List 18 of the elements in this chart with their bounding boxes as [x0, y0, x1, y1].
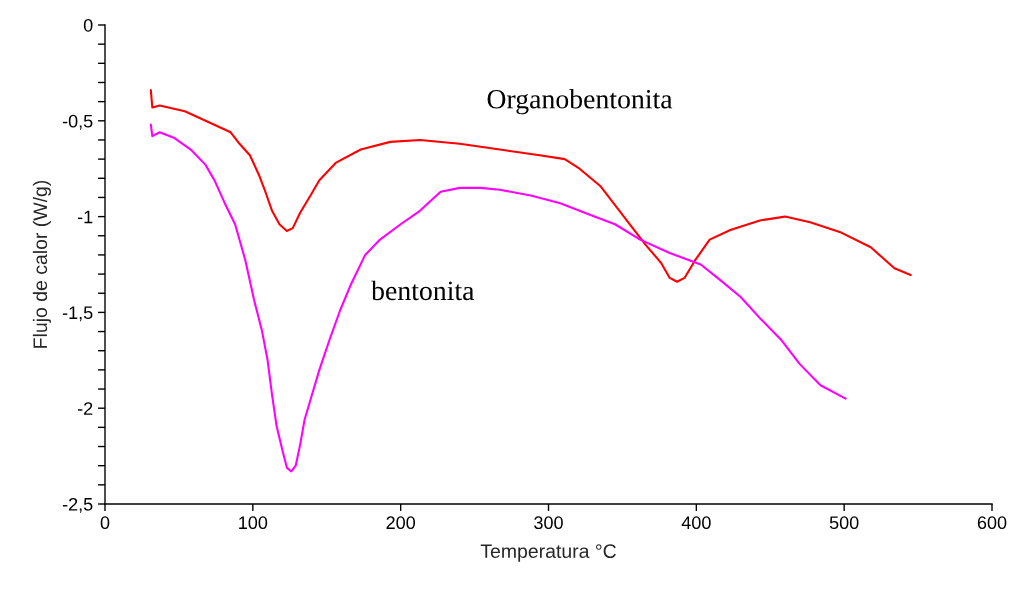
- x-tick-label: 500: [829, 516, 859, 530]
- x-tick-label: 200: [386, 516, 416, 530]
- x-axis-title: Temperatura °C: [480, 544, 616, 562]
- y-tick-label: 0: [83, 18, 93, 32]
- x-tick-label: 400: [681, 516, 711, 530]
- x-tick-label: 100: [239, 516, 268, 530]
- y-axis-title: Flujo de calor (W/g): [32, 180, 51, 348]
- x-tick-label: 300: [534, 516, 563, 530]
- line-series: [149, 123, 847, 473]
- y-tick-label: -1: [77, 210, 93, 224]
- y-tick-label: -2,5: [62, 497, 93, 513]
- y-tick-label: -1,5: [62, 306, 93, 322]
- x-tick-label: 0: [100, 516, 110, 530]
- series-label: Organobentonita: [487, 89, 673, 115]
- x-tick-label: 600: [977, 516, 1007, 530]
- series-label: bentonita: [371, 280, 475, 301]
- y-tick-label: -2: [77, 402, 93, 415]
- y-tick-label: -0,5: [62, 114, 93, 130]
